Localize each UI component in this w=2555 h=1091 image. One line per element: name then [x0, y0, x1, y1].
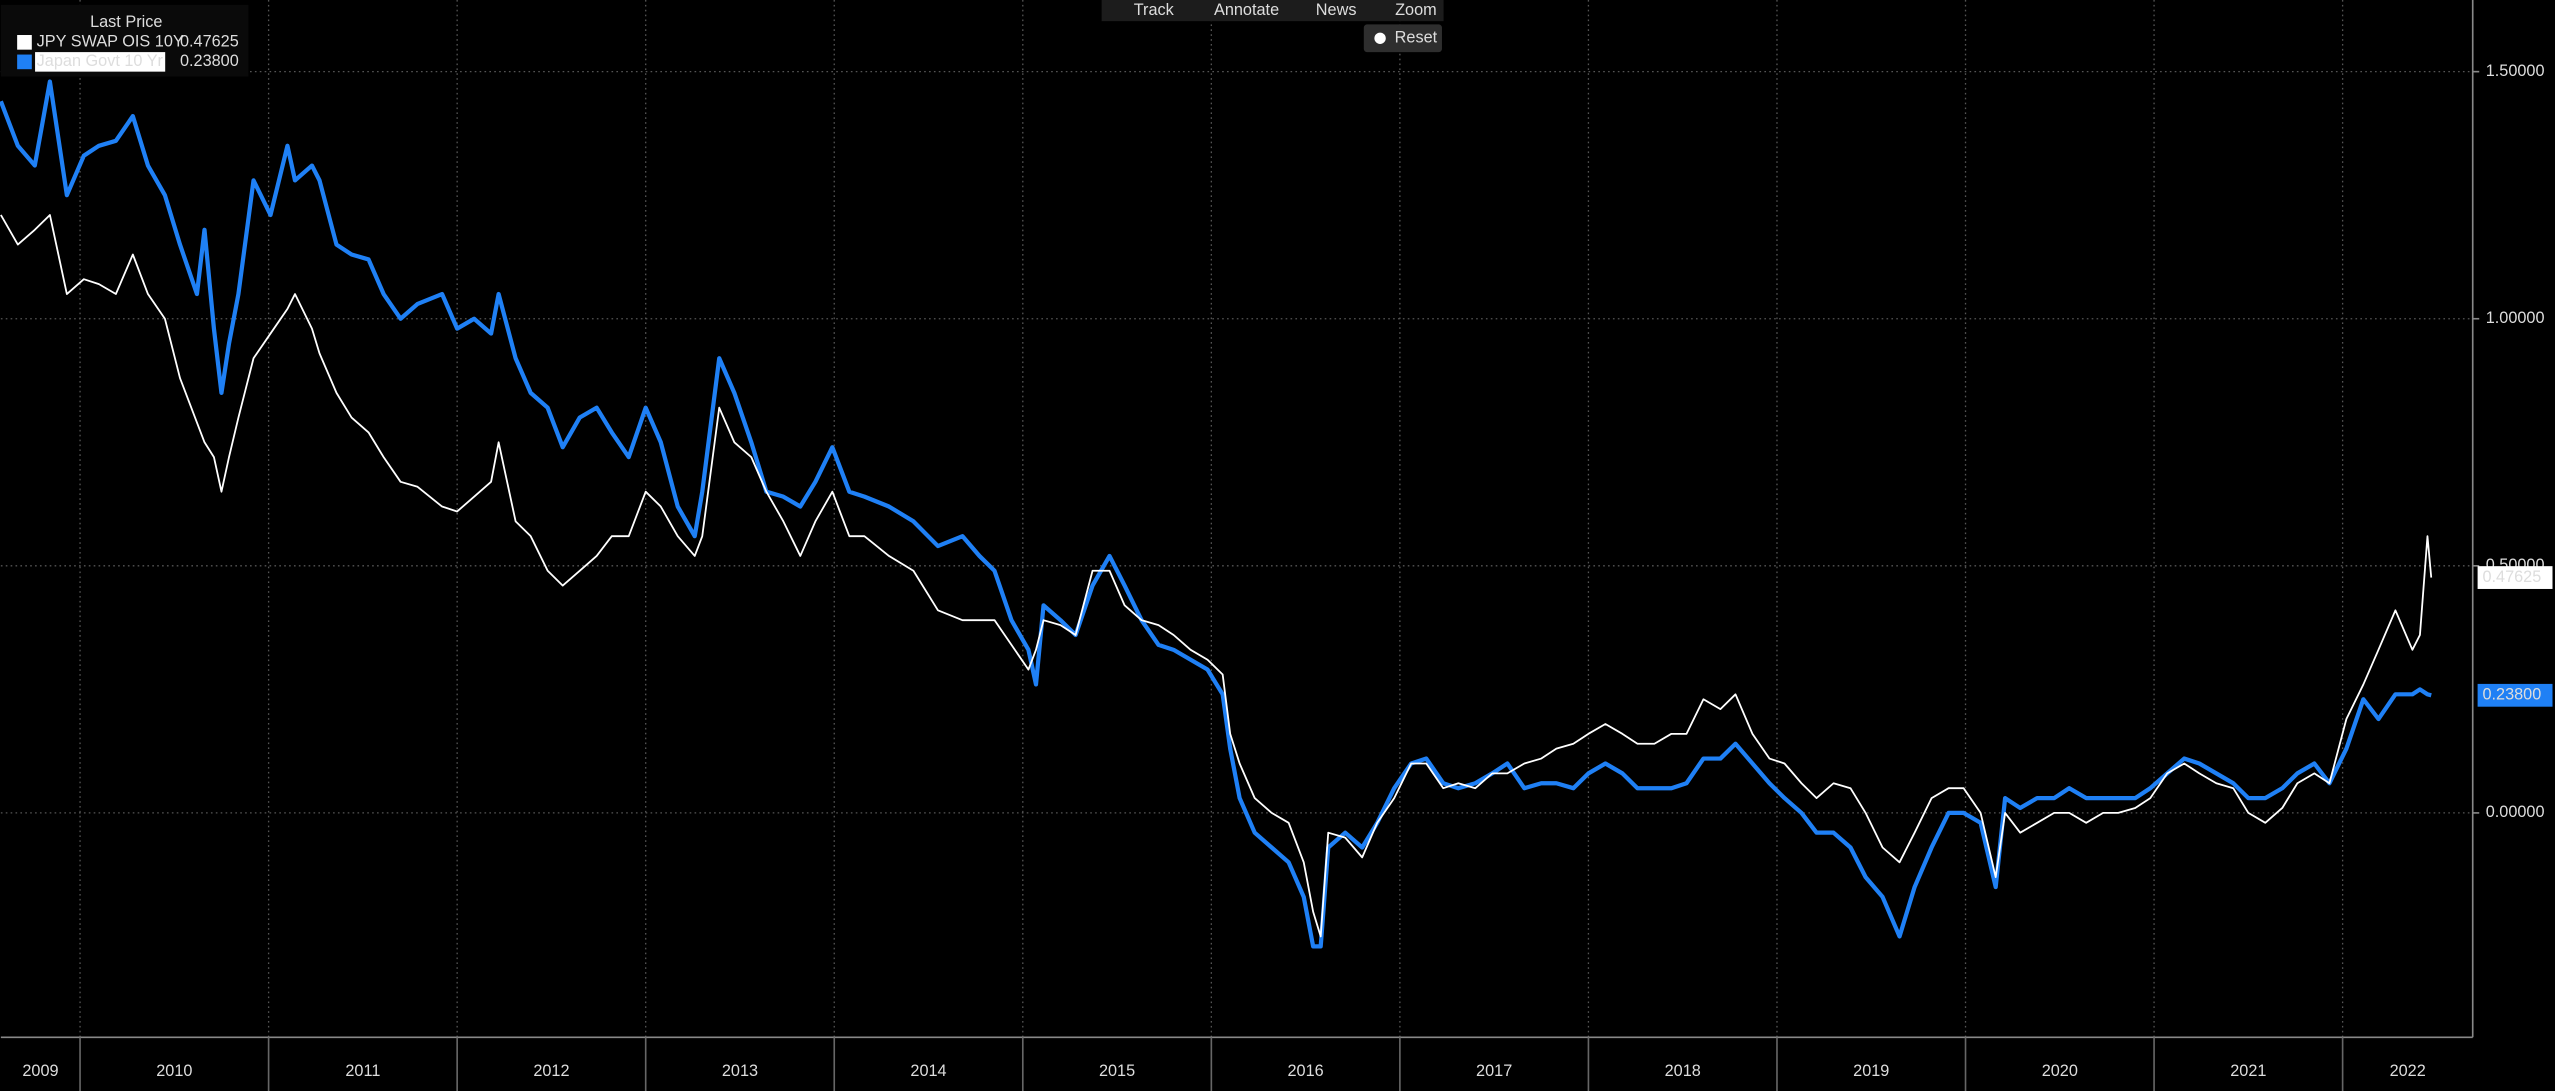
x-tick-label: 2012: [533, 1062, 569, 1080]
last-price-tag: [2477, 566, 2553, 589]
plot-lines: [0, 79, 2433, 949]
x-tick-label: 2017: [1476, 1062, 1512, 1080]
button-label[interactable]: Reset: [1395, 29, 1438, 47]
x-tick-label: 2020: [2042, 1062, 2078, 1080]
legend-swatch: [17, 54, 32, 70]
button-label[interactable]: News: [1316, 1, 1357, 19]
legend-title: Last Price: [90, 13, 162, 31]
last-price-label: 0.47625: [2482, 568, 2541, 586]
y-tick-label: 1.00000: [2486, 309, 2545, 327]
series-line: [0, 214, 2433, 938]
track-button[interactable]: Track: [1134, 1, 1175, 19]
x-tick-label: 2016: [1288, 1062, 1324, 1080]
series-line: [0, 79, 2432, 949]
annotate-button[interactable]: Annotate: [1214, 1, 1279, 19]
button-label[interactable]: Zoom: [1395, 1, 1437, 19]
last-price-tag: [2477, 683, 2553, 707]
legend-label: Japan Govt 10 Yr: [37, 52, 164, 70]
x-tick-label: 2022: [2390, 1062, 2426, 1080]
toolbar-bg: [1101, 0, 1444, 22]
news-button[interactable]: News: [1316, 1, 1357, 19]
grid: [0, 0, 2473, 1038]
last-price-label: 0.23800: [2482, 686, 2541, 704]
x-tick-label: 2021: [2230, 1062, 2266, 1080]
y-tick-label: 1.50000: [2486, 62, 2545, 80]
legend-label: JPY SWAP OIS 10Y: [37, 33, 184, 51]
toolbar: Track Annotate News Zoom Reset: [1101, 0, 1444, 53]
x-tick-label: 2009: [22, 1062, 58, 1080]
button-label[interactable]: Annotate: [1214, 1, 1279, 19]
x-tick-label: 2013: [722, 1062, 758, 1080]
x-tick-label: 2011: [345, 1062, 380, 1080]
x-tick-label: 2014: [910, 1062, 946, 1080]
legend-swatch: [17, 35, 32, 50]
x-tick-label: 2019: [1853, 1062, 1889, 1080]
legend-value: 0.23800: [180, 52, 239, 70]
legend-highlight: [35, 52, 166, 72]
x-tick-label: 2018: [1665, 1062, 1701, 1080]
zoom-button[interactable]: Zoom: [1395, 1, 1437, 19]
reset-bg[interactable]: [1363, 24, 1442, 53]
y-tick-label: 0.00000: [2486, 803, 2545, 821]
reset-icon[interactable]: [1374, 32, 1386, 44]
legend-value: 0.47625: [180, 33, 239, 51]
button-label[interactable]: Track: [1134, 1, 1175, 19]
reset-button[interactable]: Reset: [1363, 24, 1442, 53]
x-tick-label: 2015: [1099, 1062, 1135, 1080]
x-tick-label: 2010: [156, 1062, 192, 1080]
